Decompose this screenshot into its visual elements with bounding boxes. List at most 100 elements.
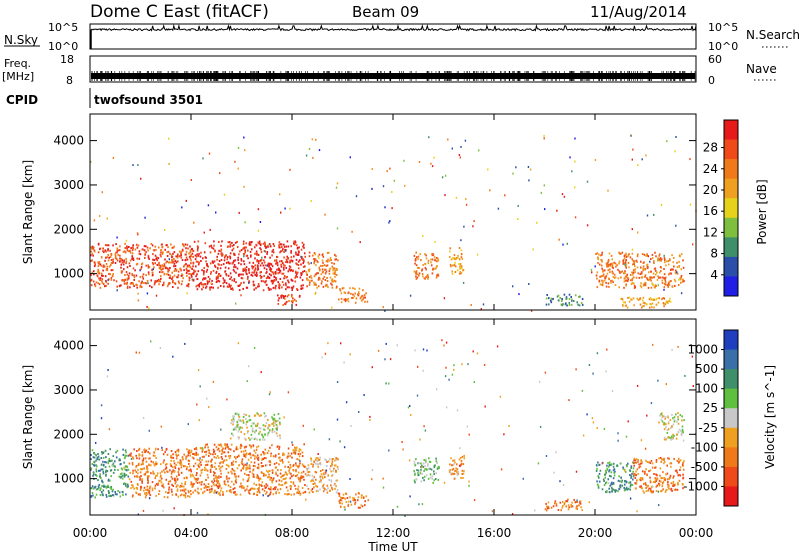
data-cell (113, 279, 115, 282)
data-cell (303, 465, 306, 468)
data-cell (294, 446, 296, 449)
data-cell (258, 483, 260, 486)
cpid-value: twofsound 3501 (94, 93, 203, 107)
noise-cell (451, 147, 453, 150)
data-cell (250, 433, 253, 436)
data-cell (170, 261, 172, 264)
data-cell (144, 451, 147, 454)
data-cell (312, 491, 314, 493)
noise-cell (267, 244, 269, 247)
data-cell (130, 454, 132, 457)
data-cell (203, 267, 205, 269)
data-cell (200, 251, 202, 254)
data-cell (649, 276, 651, 279)
data-cell (242, 243, 245, 245)
noise-cell (537, 462, 540, 465)
data-cell (213, 240, 215, 243)
data-cell (292, 482, 295, 485)
data-cell (680, 274, 683, 277)
data-cell (326, 484, 329, 487)
data-cell (109, 469, 112, 472)
data-cell (677, 457, 680, 460)
data-cell (275, 432, 278, 435)
data-cell (662, 480, 665, 483)
data-cell (132, 486, 134, 489)
data-cell (605, 491, 608, 494)
data-cell (314, 273, 317, 276)
noise-cell (617, 432, 619, 435)
data-cell (682, 476, 685, 479)
data-cell (152, 258, 154, 261)
data-cell (334, 270, 337, 273)
noise-cell (404, 184, 406, 187)
data-cell (596, 252, 599, 255)
data-cell (347, 300, 350, 303)
data-cell (416, 273, 418, 276)
data-cell (264, 486, 267, 489)
data-cell (204, 277, 207, 280)
data-cell (667, 457, 669, 460)
data-cell (269, 488, 271, 491)
data-cell (284, 302, 286, 305)
data-cell (418, 272, 421, 275)
data-cell (120, 467, 123, 470)
data-cell (104, 449, 107, 452)
data-cell (666, 431, 669, 434)
data-cell (163, 263, 166, 266)
noise-cell (393, 179, 395, 182)
data-cell (287, 461, 290, 464)
noise-cell (389, 167, 391, 170)
data-cell (114, 491, 116, 493)
data-cell (635, 458, 638, 461)
data-cell (633, 263, 635, 265)
data-cell (214, 472, 216, 474)
data-cell (656, 278, 659, 281)
data-cell (361, 494, 363, 497)
data-cell (221, 457, 223, 460)
noise-cell (152, 268, 154, 271)
data-cell (669, 476, 671, 479)
data-cell (456, 473, 459, 476)
data-cell (100, 487, 102, 490)
data-cell (270, 288, 272, 291)
data-cell (117, 253, 120, 256)
data-cell (682, 468, 685, 471)
data-cell (106, 265, 109, 268)
data-cell (624, 480, 626, 482)
data-cell (154, 245, 157, 248)
data-cell (364, 500, 366, 503)
data-cell (264, 415, 266, 418)
data-cell (236, 412, 238, 415)
data-cell (198, 284, 200, 287)
data-cell (676, 420, 678, 423)
data-cell (355, 297, 358, 300)
data-cell (133, 487, 135, 490)
data-cell (296, 253, 299, 256)
noise-cell (562, 484, 565, 486)
data-cell (299, 452, 302, 455)
data-cell (676, 460, 679, 462)
data-cell (288, 268, 291, 271)
noise-cell (443, 297, 446, 300)
data-cell (90, 495, 93, 498)
noise-cell (212, 380, 215, 383)
data-cell (215, 484, 218, 487)
data-cell (312, 480, 315, 482)
data-cell (290, 475, 293, 478)
data-cell (179, 463, 182, 466)
data-cell (317, 489, 319, 492)
noise-cell (401, 441, 403, 443)
data-cell (287, 489, 289, 492)
data-cell (118, 491, 121, 494)
data-cell (205, 468, 207, 471)
noise-cell (318, 149, 321, 152)
data-cell (205, 460, 207, 463)
data-cell (170, 454, 172, 457)
data-cell (254, 257, 256, 260)
data-cell (654, 481, 656, 484)
noise-cell (448, 378, 450, 381)
data-cell (429, 476, 432, 479)
data-cell (606, 467, 609, 470)
data-cell (233, 450, 235, 453)
data-cell (618, 488, 621, 491)
